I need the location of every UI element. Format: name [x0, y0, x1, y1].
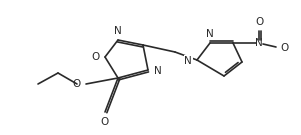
Text: N: N: [255, 38, 263, 48]
Text: N: N: [184, 56, 192, 66]
Text: N: N: [206, 29, 214, 39]
Text: O: O: [280, 43, 288, 53]
Text: O: O: [73, 79, 81, 89]
Text: O: O: [256, 17, 264, 27]
Text: N: N: [154, 66, 162, 76]
Text: O: O: [92, 52, 100, 62]
Text: O: O: [101, 117, 109, 127]
Text: N: N: [114, 26, 122, 36]
